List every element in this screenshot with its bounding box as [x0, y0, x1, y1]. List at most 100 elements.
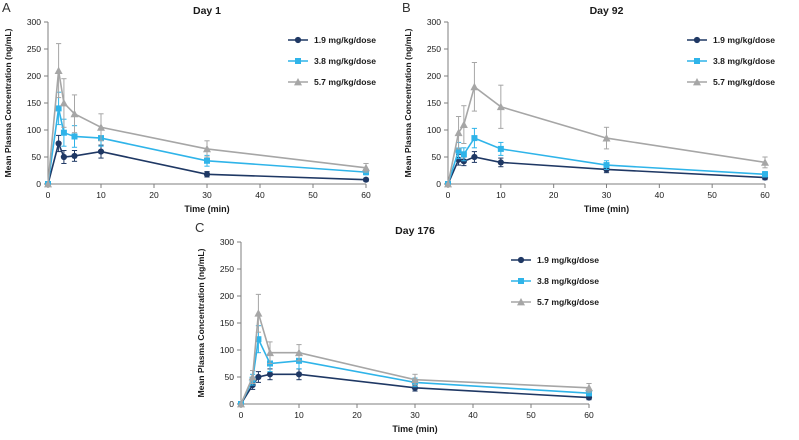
square-marker — [295, 58, 301, 64]
circle-marker — [471, 153, 478, 161]
y-axis-title: Mean Plasma Concentration (ng/mL) — [3, 28, 13, 177]
x-tick-label: 60 — [760, 190, 770, 200]
y-tick-label: 300 — [27, 17, 41, 27]
panel-letter-b: B — [402, 0, 411, 15]
circle-marker — [255, 373, 262, 381]
triangle-marker — [203, 144, 211, 153]
circle-marker — [497, 159, 504, 166]
x-tick-label: 40 — [468, 410, 478, 420]
x-tick-label: 60 — [584, 410, 594, 420]
legend-label: 3.8 mg/kg/dose — [537, 276, 599, 286]
triangle-marker — [459, 120, 468, 128]
y-tick-label: 50 — [432, 152, 442, 162]
y-tick-label: 0 — [36, 179, 41, 189]
panel-letter-c: C — [195, 220, 205, 235]
circle-marker — [294, 36, 302, 44]
triangle-marker — [70, 109, 79, 118]
square-marker — [255, 336, 262, 343]
triangle-marker — [454, 128, 463, 137]
panel-day1: A Day 1 0 10 20 30 40 50 60 0 50 100 150 200 250 300 Ti… — [0, 0, 400, 220]
square-marker — [71, 133, 78, 140]
x-tick-label: 20 — [352, 410, 362, 420]
square-marker — [460, 151, 467, 158]
triangle-marker — [470, 82, 479, 91]
triangle-marker — [517, 298, 525, 306]
y-tick-label: 100 — [427, 125, 441, 135]
panel-day92: B Day 92 0 10 20 30 40 50 60 0 50 100 150 200 250 300 T… — [400, 0, 799, 220]
x-tick-label: 10 — [96, 190, 106, 200]
axes: 0 10 20 30 40 50 60 0 50 100 150 200 250 300 — [220, 237, 594, 420]
x-tick-label: 50 — [526, 410, 536, 420]
circle-marker — [203, 171, 211, 178]
y-tick-label: 150 — [220, 318, 234, 328]
y-tick-label: 0 — [436, 179, 441, 189]
x-tick-label: 30 — [602, 190, 612, 200]
legend-label: 1.9 mg/kg/dose — [713, 35, 775, 45]
x-tick-label: 60 — [361, 190, 371, 200]
chart-title: Day 92 — [590, 5, 624, 17]
legend-label: 5.7 mg/kg/dose — [713, 77, 775, 87]
square-marker — [694, 58, 700, 64]
square-marker — [586, 390, 592, 397]
panel-letter-a: A — [2, 0, 11, 15]
y-tick-label: 300 — [220, 237, 234, 247]
square-marker — [204, 157, 210, 164]
y-tick-label: 100 — [27, 125, 41, 135]
x-tick-label: 50 — [308, 190, 318, 200]
x-tick-label: 10 — [294, 410, 304, 420]
circle-marker — [71, 152, 78, 160]
y-tick-label: 150 — [27, 98, 41, 108]
square-marker — [762, 171, 768, 178]
x-tick-label: 40 — [655, 190, 665, 200]
triangle-marker — [295, 348, 303, 357]
square-marker — [497, 145, 504, 152]
circle-marker — [266, 371, 274, 378]
triangle-marker — [602, 134, 611, 142]
x-tick-label: 0 — [239, 410, 244, 420]
legend: 1.9 mg/kg/dose 3.8 mg/kg/dose 5.7 mg/kg/do… — [288, 35, 376, 87]
series-5-7-mg-kg-dose — [444, 62, 769, 188]
axes: 0 10 20 30 40 50 60 0 50 100 150 200 250 300 — [427, 17, 770, 200]
square-marker — [55, 105, 62, 112]
circle-marker — [517, 256, 525, 264]
x-axis-title: Time (min) — [584, 204, 629, 214]
y-axis-title: Mean Plasma Concentration (ng/mL) — [196, 248, 206, 397]
y-tick-label: 250 — [220, 264, 234, 274]
triangle-marker — [693, 78, 701, 86]
y-tick-label: 200 — [427, 71, 441, 81]
legend-label: 1.9 mg/kg/dose — [537, 255, 599, 265]
legend-label: 5.7 mg/kg/dose — [314, 77, 376, 87]
square-marker — [455, 147, 462, 154]
y-tick-label: 50 — [225, 372, 235, 382]
x-tick-label: 0 — [46, 190, 51, 200]
x-axis-title: Time (min) — [392, 424, 437, 434]
triangle-marker — [761, 158, 769, 166]
series-line — [47, 70, 367, 185]
x-tick-label: 20 — [149, 190, 159, 200]
y-tick-label: 250 — [27, 44, 41, 54]
triangle-marker — [237, 400, 245, 408]
y-tick-label: 100 — [220, 345, 234, 355]
legend-label: 1.9 mg/kg/dose — [314, 35, 376, 45]
x-tick-label: 0 — [446, 190, 451, 200]
circle-marker — [362, 176, 370, 183]
chart-svg-day-176: Day 176 0 10 20 30 40 50 60 0 50 100 150 200 250 300 Ti… — [196, 225, 599, 434]
triangle-marker — [362, 163, 370, 172]
x-tick-label: 40 — [255, 190, 265, 200]
y-tick-label: 150 — [427, 98, 441, 108]
triangle-marker — [294, 78, 302, 86]
square-marker — [603, 162, 610, 169]
triangle-marker — [54, 66, 63, 74]
y-tick-label: 200 — [27, 71, 41, 81]
triangle-marker — [411, 375, 419, 384]
x-tick-label: 30 — [410, 410, 420, 420]
series-5-7-mg-kg-dose — [237, 293, 593, 408]
square-marker — [518, 278, 524, 284]
y-tick-label: 50 — [32, 152, 42, 162]
triangle-marker — [585, 383, 593, 392]
x-tick-label: 50 — [707, 190, 717, 200]
circle-marker — [55, 140, 62, 147]
x-tick-label: 20 — [549, 190, 559, 200]
triangle-marker — [248, 373, 257, 381]
